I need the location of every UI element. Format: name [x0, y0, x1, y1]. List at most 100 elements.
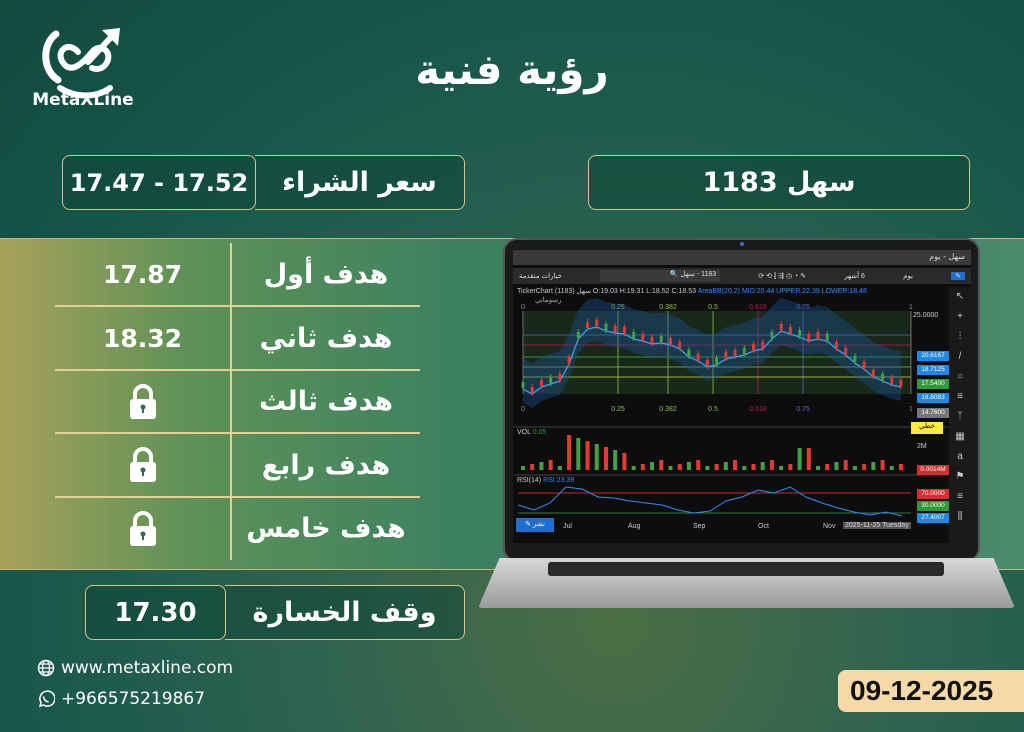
interval-select[interactable]: يوم — [903, 273, 913, 280]
target-row: هدف ثالث — [55, 370, 420, 433]
candle — [788, 327, 792, 333]
globe-icon — [37, 659, 55, 677]
candle — [613, 326, 617, 332]
candle — [770, 332, 774, 338]
month-label: Nov — [823, 523, 836, 530]
row-divider — [55, 495, 420, 498]
volume-bar — [567, 435, 572, 470]
candle — [751, 344, 755, 350]
volume-bar — [705, 466, 710, 470]
volume-bar — [686, 462, 691, 470]
candle — [871, 370, 875, 376]
candle — [586, 322, 590, 328]
volume-bar — [862, 464, 867, 470]
candle — [862, 362, 866, 368]
volume-bar — [760, 462, 765, 470]
fib-label: 0.75 — [796, 406, 810, 413]
rsi-tag: 70.0000 — [917, 489, 949, 499]
candle — [890, 378, 894, 384]
website[interactable]: www.metaxline.com — [37, 658, 233, 678]
drawings-label[interactable]: رسوماتي — [535, 297, 562, 304]
candle — [650, 337, 654, 343]
price-tag: 18.7125 — [917, 365, 949, 375]
candle — [539, 380, 543, 386]
month-label: Aug — [628, 523, 641, 530]
target-row: هدف رابع — [55, 433, 420, 497]
metaxline-logo — [42, 28, 120, 99]
bollinger-band — [523, 298, 901, 408]
volume-bar — [557, 466, 562, 470]
candle — [687, 350, 691, 356]
candle — [761, 342, 765, 348]
volume-bar — [650, 462, 655, 470]
volume-bar — [631, 466, 636, 470]
target-value: 17.87 — [102, 260, 183, 289]
lock-icon — [129, 383, 156, 419]
camera-icon — [740, 242, 744, 246]
window-title: سهل - يوم — [929, 252, 965, 261]
target-row: 17.87 هدف أول — [55, 243, 420, 306]
target-label: هدف خامس — [230, 497, 420, 560]
stop-loss-label: وقف الخسارة — [225, 585, 465, 640]
volume-bar — [530, 464, 535, 470]
drawing-tools-sidebar[interactable]: ↖ + ⫶ / ○ ≡ ᛉ ▦ a ⚑ ≡ ⫼ — [949, 287, 971, 543]
toolbar-icons[interactable]: ✎ ◔ ◷ ⇶ ⫿ ⟲ ⟳ — [758, 272, 807, 280]
volume-bar — [788, 464, 793, 470]
volume-bar — [769, 460, 774, 470]
candle — [530, 387, 534, 393]
candle — [807, 334, 811, 340]
volume-bar — [816, 466, 821, 470]
target-label: هدف أول — [230, 243, 420, 306]
volume-bar — [825, 464, 830, 470]
fib-label: 0 — [521, 304, 525, 311]
fib-label: 0.5 — [708, 406, 718, 413]
volume-bar — [585, 441, 590, 470]
candle — [632, 332, 636, 338]
laptop-hinge — [548, 562, 944, 576]
line-tag[interactable]: خطي — [911, 422, 943, 434]
phone[interactable]: +966575219867 — [37, 689, 205, 709]
volume-bar — [843, 460, 848, 470]
volume-bar — [659, 460, 664, 470]
row-divider — [55, 305, 420, 307]
candle — [798, 330, 802, 336]
price-chart: 0 0 0.25 0.25 0.382 0.382 0.5 0.5 0.618 0.618 0.75… — [513, 298, 949, 517]
page-title: رؤية فنية — [415, 45, 609, 94]
candle — [881, 374, 885, 380]
price-tag: 17.5400 — [917, 379, 949, 389]
volume-bar — [622, 453, 627, 470]
volume-bar — [834, 462, 839, 470]
volume-bar — [751, 464, 756, 470]
price-axis-label: 25.0000 — [913, 312, 938, 319]
price-tag: 20.6167 — [917, 351, 949, 361]
fib-label: 0.382 — [659, 304, 677, 311]
rsi-tag: 27.4007 — [917, 513, 949, 523]
fib-label: 1 — [909, 406, 913, 413]
month-label: Sep — [693, 523, 706, 530]
candle — [705, 360, 709, 366]
period-select[interactable]: 6 أشهر — [844, 273, 865, 280]
vol-axis: 2M — [917, 443, 927, 450]
candle — [567, 357, 571, 363]
fib-label: 0.382 — [659, 406, 677, 413]
candle — [853, 356, 857, 362]
candle — [724, 352, 728, 358]
vol-label: VOL 0.05 — [517, 429, 547, 436]
lock-icon — [129, 510, 156, 546]
candle — [816, 332, 820, 338]
publish-button[interactable]: ✎ نشر — [516, 518, 554, 532]
stop-loss-value: 17.30 — [85, 585, 226, 640]
volume-bar — [696, 460, 701, 470]
volume-bar — [594, 444, 599, 470]
window-titlebar: سهل - يوم — [513, 250, 971, 265]
brand-name: MetaXLine — [32, 90, 134, 110]
pen-tool-button[interactable]: ✎ — [951, 272, 965, 280]
target-label: هدف ثاني — [230, 306, 420, 370]
buy-price-label: سعر الشراء — [255, 155, 465, 210]
rsi-line — [517, 486, 903, 517]
fib-label: 0 — [521, 406, 525, 413]
advanced-options-button[interactable]: خيارات متقدمة — [519, 273, 563, 280]
symbol-search-input[interactable]: 1183 - سهل 🔍 — [600, 270, 721, 282]
volume-bar — [603, 447, 608, 470]
candle — [834, 342, 838, 348]
